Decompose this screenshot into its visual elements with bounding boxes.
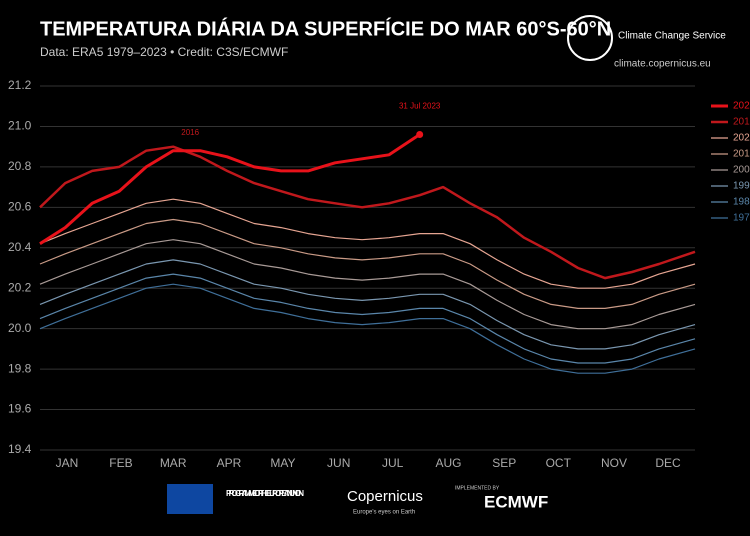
- x-tick-label: FEB: [109, 456, 132, 470]
- y-tick-label: 20.6: [8, 200, 32, 214]
- implemented: IMPLEMENTED BY: [455, 485, 500, 491]
- x-tick-label: DEC: [655, 456, 681, 470]
- series-line: [39, 133, 421, 245]
- legend-label: 2010s: [733, 149, 750, 160]
- y-tick-label: 19.8: [8, 361, 32, 375]
- y-tick-label: 20.2: [8, 280, 32, 294]
- series-line: [39, 283, 696, 374]
- annotation: 31 Jul 2023: [399, 102, 441, 111]
- chart-title: TEMPERATURA DIÁRIA DA SUPERFÍCIE DO MAR …: [40, 17, 611, 40]
- x-tick-label: OCT: [546, 456, 572, 470]
- x-tick-label: APR: [217, 456, 242, 470]
- series-line: [39, 239, 696, 330]
- end-point: [416, 131, 424, 139]
- eu-text: PROGRAMME OF THE EUROPEAN UNION: [226, 489, 304, 498]
- x-tick-label: AUG: [435, 456, 461, 470]
- series-line: [39, 198, 696, 289]
- legend-label: 2023: [733, 101, 750, 112]
- x-tick-label: MAY: [270, 456, 295, 470]
- y-tick-label: 19.4: [8, 442, 32, 456]
- x-tick-label: JUL: [382, 456, 404, 470]
- subtitle: Data: ERA5 1979–2023 • Credit: C3S/ECMWF: [40, 45, 288, 59]
- y-tick-label: 20.0: [8, 321, 32, 335]
- y-tick-label: 21.2: [8, 78, 32, 92]
- x-tick-label: NOV: [601, 456, 627, 470]
- ecmwf: ECMWF: [484, 492, 548, 511]
- y-tick-label: 20.8: [8, 159, 32, 173]
- logo-text: Climate Change Service: [618, 31, 726, 42]
- url: climate.copernicus.eu: [614, 59, 711, 70]
- legend-label: 2016: [733, 117, 750, 128]
- x-tick-label: JUN: [327, 456, 350, 470]
- copernicus: Copernicus: [347, 488, 423, 505]
- x-tick-label: MAR: [160, 456, 187, 470]
- legend-label: 1980s: [733, 197, 750, 208]
- x-tick-label: JAN: [56, 456, 79, 470]
- copernicus-tag: Europe's eyes on Earth: [353, 510, 415, 516]
- y-tick-label: 21.0: [8, 119, 32, 133]
- y-tick-label: 19.6: [8, 402, 32, 416]
- legend-label: 2000s: [733, 165, 750, 176]
- annotation: 2016: [181, 128, 199, 137]
- logo-icon: [567, 15, 613, 61]
- series-line: [39, 273, 696, 364]
- legend-label: 1970s: [733, 213, 750, 224]
- y-tick-label: 20.4: [8, 240, 32, 254]
- x-tick-label: SEP: [492, 456, 516, 470]
- series-line: [39, 145, 696, 280]
- legend-label: 1990s: [733, 181, 750, 192]
- legend-label: 2020s: [733, 133, 750, 144]
- series-line: [39, 218, 696, 309]
- series-line: [39, 259, 696, 350]
- eu-flag: [167, 484, 213, 514]
